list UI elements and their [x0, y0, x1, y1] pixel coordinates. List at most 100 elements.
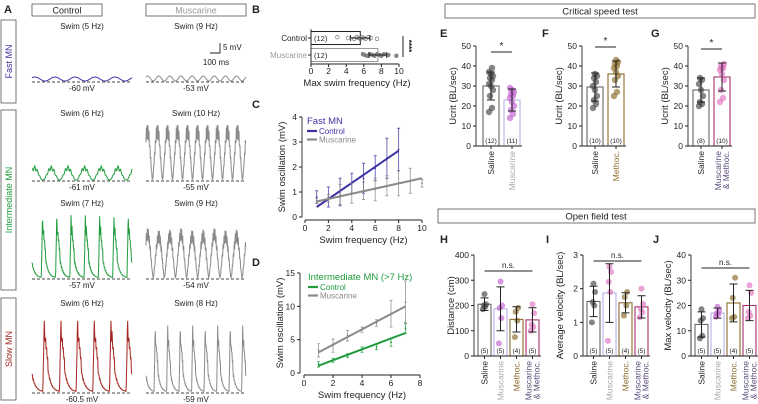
x-axis-label: Swim frequency (Hz) [318, 390, 406, 401]
significance-label: n.s. [719, 258, 732, 267]
swim-frequency-label: Swim (6 Hz) [60, 109, 104, 118]
y-tick-label: 15 [286, 268, 296, 278]
data-point [495, 340, 502, 347]
n-label: (5) [529, 348, 537, 355]
panel-label: D [252, 257, 260, 269]
data-point [335, 35, 340, 40]
y-tick-label: 300 [455, 275, 469, 285]
data-point [745, 308, 752, 315]
category-label: Methoc. [611, 151, 621, 181]
error-bar [729, 283, 738, 323]
y-tick-label: 30 [568, 81, 578, 91]
data-point [612, 56, 620, 64]
error-bar [605, 263, 614, 323]
data-point [731, 313, 738, 320]
category-label: Muscarine [741, 361, 751, 400]
data-point [620, 312, 627, 319]
data-point [345, 35, 351, 41]
n-label: (5) [638, 348, 646, 355]
data-point [590, 280, 597, 287]
n-label: (11) [506, 138, 517, 145]
y-tick-label: 400 [455, 250, 469, 260]
x-tick-label: 4 [349, 223, 354, 233]
category-label: & Methoc. [532, 361, 542, 399]
voltage-trace [145, 228, 247, 280]
mean-point [397, 148, 400, 151]
data-point [488, 64, 496, 72]
legend-label: Control [319, 127, 345, 136]
condition-label: Control [52, 6, 81, 16]
y-tick-label: 20 [677, 301, 687, 311]
section-header-critical-speed: Critical speed test [562, 7, 638, 18]
category-label: Saline [590, 151, 600, 175]
n-label: (4) [622, 348, 630, 355]
x-tick-label: 0 [303, 223, 308, 233]
fit-line [318, 305, 406, 354]
n-label: (5) [606, 348, 614, 355]
category-label: Muscarine [633, 361, 643, 400]
series-muscarine [317, 280, 407, 358]
mean-point [404, 301, 407, 304]
panel-label: C [252, 99, 260, 111]
data-point [589, 299, 596, 306]
row-label: Slow MN [4, 331, 14, 367]
category-label: Muscarine [713, 151, 723, 190]
y-tick-label: 10 [568, 121, 578, 131]
error-bar [697, 77, 705, 103]
category-label: & Methoc. [749, 361, 758, 399]
y-tick-label: 20 [462, 101, 472, 111]
y-tick-label: 30 [677, 275, 687, 285]
panel-label: G [651, 28, 660, 40]
y-tick-label: 0 [573, 351, 578, 361]
data-point [486, 92, 494, 100]
n-label: (12) [485, 138, 497, 145]
voltage-trace-group: Swim (6 Hz) -60.5 mV [31, 299, 133, 404]
n-label: (8) [697, 138, 705, 145]
data-point [394, 53, 399, 58]
significance-label: * [710, 38, 714, 49]
y-tick-label: 0 [290, 368, 295, 378]
error-bar [713, 307, 722, 319]
x-tick-label: 6 [373, 223, 378, 233]
n-label: (5) [746, 348, 754, 355]
error-bar [718, 62, 726, 92]
n-label: (12) [314, 51, 328, 60]
mean-point [421, 182, 423, 185]
swim-frequency-label: Swim (8 Hz) [174, 299, 218, 308]
mean-point [317, 349, 320, 352]
voltage-trace [145, 75, 247, 82]
category-label: Control [281, 34, 307, 43]
panel-e: E 0 10 20 30 40 50 Ucrit (BL/sec) (12) Saline (11)… [440, 28, 522, 190]
y-tick-label: 50 [462, 41, 472, 51]
panel-label: F [542, 28, 549, 40]
data-point [374, 36, 380, 41]
data-point [488, 104, 496, 112]
error-bar [350, 35, 371, 41]
panel-label: I [546, 234, 549, 246]
error-bar [512, 306, 521, 333]
voltage-trace [31, 164, 133, 181]
y-tick-label: 4 [292, 112, 297, 122]
condition-label: Muscarine [175, 6, 217, 16]
category-label: Saline [589, 361, 599, 385]
category-label: Muscarine [605, 361, 615, 400]
category-label: Muscarine [507, 151, 517, 190]
error-bar [637, 295, 646, 319]
swim-frequency-label: Swim (6 Hz) [60, 299, 104, 308]
y-tick-label: 0 [572, 141, 577, 151]
significance-label: n.s. [611, 251, 624, 260]
voltage-trace-group: Swim (6 Hz) -61 mV [31, 109, 133, 192]
y-tick-label: 2 [573, 284, 578, 294]
y-tick-label: 1 [573, 317, 578, 327]
x-axis-label: Max swim frequency (Hz) [303, 78, 410, 89]
panel-d: D 0 5 10 15 0 2 4 6 8 Swim frequency (Hz) Swim osci… [252, 257, 423, 401]
x-tick-label: 6 [389, 378, 394, 388]
condition-box [31, 3, 103, 17]
swim-frequency-label: Swim (10 Hz) [172, 109, 220, 118]
x-tick-label: 8 [418, 378, 423, 388]
n-label: (12) [314, 34, 328, 43]
panel-i: I 0 1 2 3 Average velocity (BL/sec) (5) Saline (… [546, 234, 651, 400]
resting-potential-label: -60 mV [69, 84, 95, 93]
y-tick-label: 3 [573, 250, 578, 260]
